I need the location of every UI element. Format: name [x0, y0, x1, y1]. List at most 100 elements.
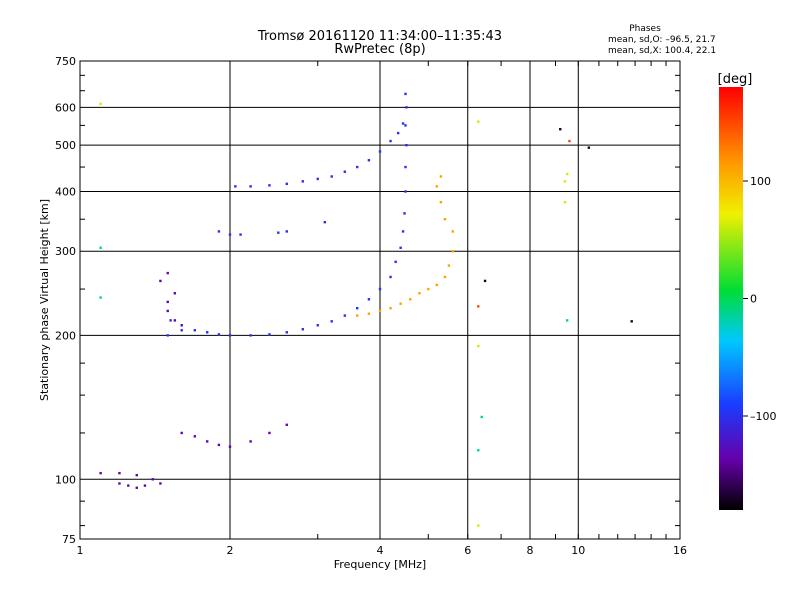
- data-point: [217, 333, 221, 336]
- data-point: [323, 221, 327, 224]
- data-point: [166, 271, 169, 275]
- colorbar-ticks: 100 0 –100: [743, 175, 777, 423]
- x-tick-labels: 1 2 4 6 8 10 16: [77, 544, 688, 557]
- y-tick-label: 500: [55, 139, 76, 152]
- data-point: [405, 143, 408, 147]
- y-tick-label: 100: [55, 473, 76, 486]
- data-point: [173, 319, 177, 322]
- data-point: [418, 292, 421, 295]
- x-tick-label: 16: [673, 544, 687, 557]
- data-point: [565, 319, 569, 322]
- data-point: [443, 275, 447, 279]
- y-tick-label: 600: [55, 101, 76, 114]
- data-point: [447, 264, 451, 267]
- colorbar: [719, 87, 743, 510]
- x-tick-label: 6: [464, 544, 471, 557]
- data-point: [316, 324, 319, 327]
- data-point: [587, 146, 591, 149]
- data-point: [343, 314, 347, 317]
- data-point: [166, 309, 169, 313]
- data-point: [477, 305, 480, 308]
- grid: [80, 61, 680, 539]
- data-point: [630, 320, 633, 323]
- data-point: [234, 185, 237, 188]
- data-point: [563, 200, 567, 204]
- data-point: [135, 486, 138, 489]
- data-point: [249, 334, 252, 337]
- data-point: [401, 230, 405, 233]
- data-point: [389, 306, 392, 310]
- stats-line-o: mean, sd,O: –96.5, 21.7: [608, 35, 716, 45]
- data-point: [427, 287, 430, 291]
- data-point: [355, 165, 359, 169]
- data-point: [399, 246, 402, 249]
- data-point: [378, 309, 382, 313]
- data-point: [409, 298, 412, 301]
- data-point: [396, 131, 400, 135]
- data-point: [405, 106, 408, 109]
- data-point: [439, 175, 443, 178]
- data-point: [451, 230, 455, 233]
- data-point: [249, 440, 252, 443]
- data-point: [301, 180, 305, 183]
- data-point: [404, 165, 407, 169]
- data-point: [118, 482, 121, 485]
- data-point: [285, 182, 288, 186]
- x-tick-label: 10: [571, 544, 585, 557]
- data-point: [99, 471, 102, 475]
- data-point: [268, 333, 271, 336]
- data-point: [355, 306, 359, 310]
- data-point: [563, 180, 567, 183]
- data-point: [99, 102, 102, 106]
- x-tick-label: 4: [377, 544, 384, 557]
- data-point: [367, 312, 371, 315]
- data-point: [435, 283, 438, 287]
- data-point: [389, 275, 392, 279]
- data-point: [135, 473, 138, 477]
- y-tick-label: 75: [62, 533, 76, 546]
- data-point: [477, 449, 480, 452]
- data-point: [228, 233, 232, 236]
- data-point: [249, 185, 252, 188]
- data-point: [404, 92, 407, 96]
- data-point: [330, 175, 333, 178]
- data-point: [268, 184, 271, 187]
- x-tick-label: 1: [77, 544, 84, 557]
- data-point: [285, 423, 288, 427]
- x-tick-label: 8: [527, 544, 534, 557]
- data-point: [480, 415, 483, 419]
- data-point: [228, 334, 232, 337]
- data-point: [268, 431, 271, 435]
- stats-heading: Phases: [629, 24, 661, 34]
- y-tick-label: 300: [55, 245, 76, 258]
- data-point: [401, 122, 405, 125]
- data-point: [118, 471, 121, 475]
- data-point: [355, 314, 359, 317]
- data-point: [435, 185, 438, 188]
- data-point: [143, 484, 147, 487]
- data-point: [477, 344, 480, 348]
- data-point: [166, 334, 169, 337]
- axis-ticks: [80, 61, 680, 539]
- data-point: [316, 177, 319, 181]
- data-point: [389, 139, 392, 143]
- data-point: [378, 287, 382, 291]
- y-axis-label: Stationary phase Virtual Height [km]: [38, 199, 51, 401]
- data-point: [239, 233, 242, 236]
- y-tick-label: 750: [55, 55, 76, 68]
- colorbar-tick-label: 100: [750, 175, 771, 188]
- data-point: [301, 328, 305, 331]
- data-point: [173, 292, 177, 295]
- colorbar-tick-label: 0: [750, 293, 757, 306]
- data-point: [568, 139, 571, 143]
- data-point: [159, 482, 162, 485]
- data-point: [151, 478, 155, 481]
- data-point: [205, 440, 209, 443]
- colorbar-tick-label: –100: [750, 410, 777, 423]
- data-point: [483, 279, 487, 283]
- data-point: [193, 435, 197, 438]
- data-point: [99, 296, 102, 299]
- data-point: [477, 120, 480, 123]
- y-tick-label: 200: [55, 329, 76, 342]
- data-point: [217, 443, 221, 447]
